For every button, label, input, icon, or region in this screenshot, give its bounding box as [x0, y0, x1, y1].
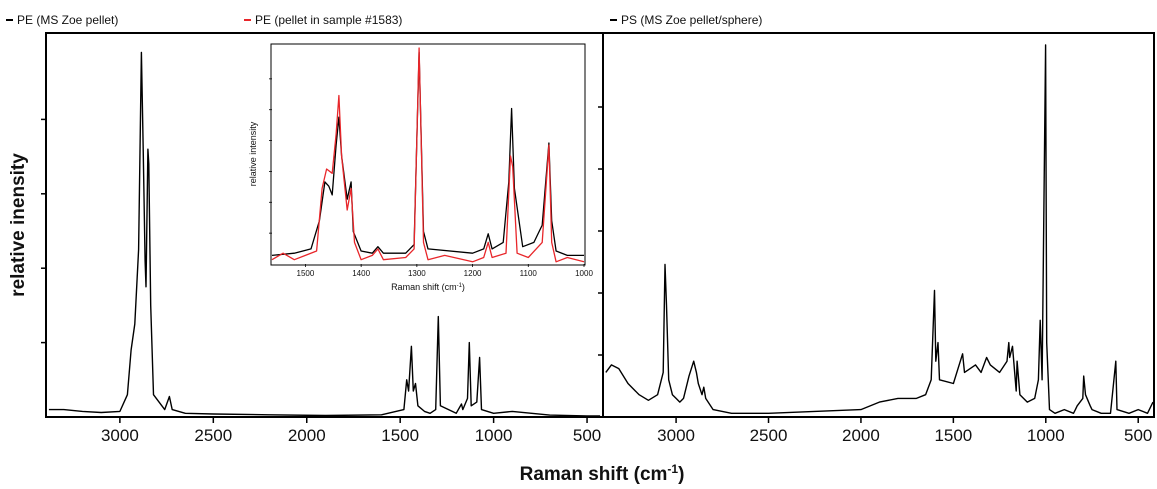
inset-x-ticks: 1500 1400 1300 1200 1100 1000 — [297, 264, 593, 278]
x-tick-label: 3000 — [101, 426, 139, 445]
pe-spectrum-panel: 3000 2500 2000 1500 1000 500 — [41, 32, 604, 445]
x-tick-label: 1000 — [575, 269, 593, 278]
x-tick-label: 500 — [573, 426, 601, 445]
x-tick-label: 1500 — [381, 426, 419, 445]
series-line-pe-pellet-in-sample-1583 — [271, 47, 585, 263]
x-tick-label: 1100 — [520, 269, 538, 278]
y-axis-title: relative inensity — [8, 153, 29, 297]
x-tick-label: 500 — [1124, 426, 1152, 445]
ps-panel-frame — [602, 32, 1155, 418]
ps-x-ticks: 3000 2500 2000 1500 1000 500 — [657, 417, 1152, 445]
x-axis-title: Raman shift (cm-1) — [520, 462, 685, 485]
legend-label-pe-sample: PE (pellet in sample #1583) — [255, 13, 402, 27]
inset-y-ticks — [269, 78, 272, 234]
x-tick-label: 2500 — [194, 426, 232, 445]
inset-x-axis-title: Raman shift (cm-1) — [391, 282, 465, 292]
pe-inset-panel: 1500 1400 1300 1200 1100 1000 relative intens… — [248, 43, 593, 292]
x-tick-label: 1200 — [464, 269, 482, 278]
x-tick-label: 1500 — [934, 426, 972, 445]
inset-y-axis-title: relative intensity — [248, 121, 258, 186]
series-line-ps-ms-zoe-pellet-sphere — [605, 44, 1154, 414]
ps-spectrum-panel: 3000 2500 2000 1500 1000 500 — [598, 32, 1155, 445]
ps-y-ticks — [598, 106, 604, 356]
x-tick-label: 1500 — [297, 269, 315, 278]
left-legend: PE (MS Zoe pellet) PE (pellet in sample … — [6, 13, 402, 27]
x-tick-label: 1400 — [352, 269, 370, 278]
x-tick-label: 1300 — [408, 269, 426, 278]
pe-x-ticks: 3000 2500 2000 1500 1000 500 — [101, 417, 601, 445]
legend-label-ps: PS (MS Zoe pellet/sphere) — [621, 13, 762, 27]
ps-series-lines — [605, 44, 1154, 414]
x-tick-label: 3000 — [657, 426, 695, 445]
x-tick-label: 2500 — [750, 426, 788, 445]
legend-label-pe-ms-zoe: PE (MS Zoe pellet) — [17, 13, 118, 27]
x-tick-label: 1000 — [475, 426, 513, 445]
inset-series-lines — [271, 47, 585, 263]
pe-y-ticks — [41, 118, 47, 344]
series-line-pe-ms-zoe-pellet — [48, 51, 601, 417]
x-tick-label: 2000 — [288, 426, 326, 445]
x-tick-label: 2000 — [842, 426, 880, 445]
right-legend: PS (MS Zoe pellet/sphere) — [610, 13, 762, 27]
pe-series-lines — [48, 51, 601, 417]
inset-frame — [270, 43, 586, 266]
x-tick-label: 1000 — [1027, 426, 1065, 445]
